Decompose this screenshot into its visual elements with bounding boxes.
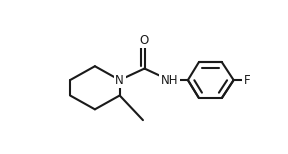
Text: F: F: [243, 74, 250, 87]
Text: N: N: [115, 74, 124, 87]
Text: NH: NH: [160, 74, 178, 87]
Text: O: O: [140, 34, 149, 47]
